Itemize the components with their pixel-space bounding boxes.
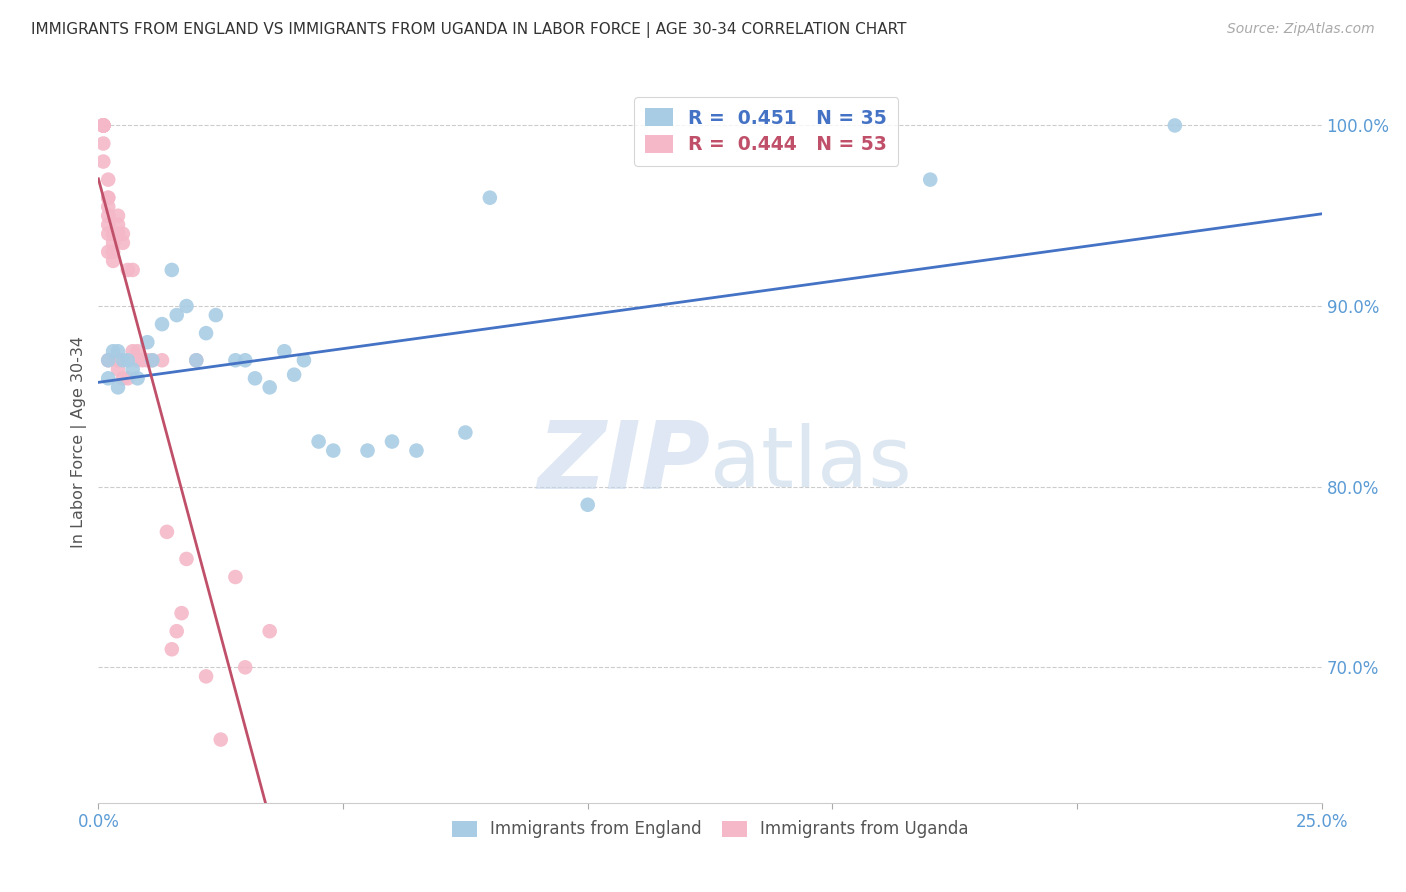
Text: atlas: atlas <box>710 423 911 504</box>
Point <box>91 119 114 133</box>
Point <box>101 253 124 268</box>
Point <box>97 353 120 368</box>
Point <box>292 353 315 368</box>
Point <box>156 524 179 539</box>
Point <box>1164 119 1187 133</box>
Point <box>209 732 232 747</box>
Point <box>121 344 143 359</box>
Point <box>195 326 218 340</box>
Point <box>141 353 163 368</box>
Point <box>259 624 281 639</box>
Text: ZIP: ZIP <box>537 417 710 509</box>
Point <box>259 380 281 394</box>
Y-axis label: In Labor Force | Age 30-34: In Labor Force | Age 30-34 <box>72 335 87 548</box>
Point <box>91 119 114 133</box>
Point <box>166 308 188 322</box>
Point <box>121 263 143 277</box>
Point <box>107 209 129 223</box>
Point <box>97 218 120 232</box>
Point <box>107 218 129 232</box>
Point <box>97 200 120 214</box>
Point <box>224 353 246 368</box>
Point <box>127 353 149 368</box>
Point <box>131 353 153 368</box>
Point <box>478 191 501 205</box>
Point <box>576 498 599 512</box>
Point <box>91 119 114 133</box>
Point <box>97 371 120 385</box>
Point <box>107 362 129 376</box>
Point <box>224 570 246 584</box>
Point <box>405 443 427 458</box>
Point <box>107 380 129 394</box>
Point <box>91 119 114 133</box>
Point <box>233 353 256 368</box>
Legend: Immigrants from England, Immigrants from Uganda: Immigrants from England, Immigrants from… <box>444 814 976 845</box>
Point <box>233 660 256 674</box>
Point <box>101 244 124 259</box>
Point <box>117 263 139 277</box>
Point <box>91 119 114 133</box>
Point <box>176 299 198 313</box>
Point <box>111 235 134 250</box>
Point <box>381 434 404 449</box>
Point <box>308 434 330 449</box>
Point <box>160 642 183 657</box>
Point <box>91 119 114 133</box>
Point <box>920 172 942 186</box>
Point <box>91 119 114 133</box>
Text: IMMIGRANTS FROM ENGLAND VS IMMIGRANTS FROM UGANDA IN LABOR FORCE | AGE 30-34 COR: IMMIGRANTS FROM ENGLAND VS IMMIGRANTS FR… <box>31 22 907 38</box>
Point <box>91 119 114 133</box>
Point <box>97 172 120 186</box>
Point <box>186 353 208 368</box>
Point <box>97 353 120 368</box>
Point <box>205 308 228 322</box>
Point <box>101 227 124 241</box>
Point <box>107 227 129 241</box>
Point <box>322 443 344 458</box>
Point <box>117 353 139 368</box>
Point <box>150 317 173 331</box>
Point <box>101 235 124 250</box>
Point <box>107 353 129 368</box>
Point <box>111 227 134 241</box>
Point <box>454 425 477 440</box>
Point <box>195 669 218 683</box>
Point <box>356 443 378 458</box>
Point <box>117 371 139 385</box>
Point <box>111 353 134 368</box>
Point <box>91 119 114 133</box>
Point <box>166 624 188 639</box>
Point <box>176 552 198 566</box>
Point <box>186 353 208 368</box>
Point <box>273 344 295 359</box>
Point <box>91 154 114 169</box>
Point <box>136 335 159 350</box>
Point <box>97 209 120 223</box>
Point <box>97 227 120 241</box>
Point <box>127 344 149 359</box>
Point <box>97 191 120 205</box>
Point <box>107 344 129 359</box>
Text: Source: ZipAtlas.com: Source: ZipAtlas.com <box>1227 22 1375 37</box>
Point <box>91 136 114 151</box>
Point <box>121 362 143 376</box>
Point <box>141 353 163 368</box>
Point <box>97 244 120 259</box>
Point <box>150 353 173 368</box>
Point <box>111 371 134 385</box>
Point <box>283 368 305 382</box>
Point <box>136 353 159 368</box>
Point <box>127 371 149 385</box>
Point <box>170 606 193 620</box>
Point <box>160 263 183 277</box>
Point <box>97 191 120 205</box>
Point <box>243 371 266 385</box>
Point <box>101 344 124 359</box>
